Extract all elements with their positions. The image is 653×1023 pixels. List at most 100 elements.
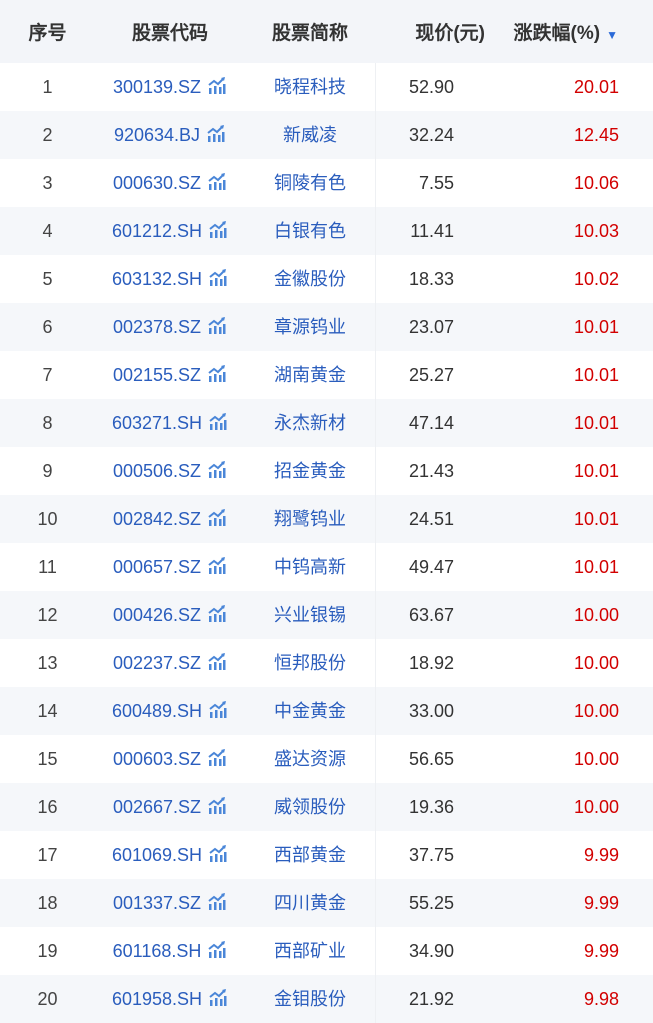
stock-code-link[interactable]: 000657.SZ [112,556,202,577]
table-row[interactable]: 13 002237.SZ 恒邦股份 18.92 10.00 [0,639,653,687]
table-row[interactable]: 8 603271.SH 永杰新材 47.14 10.01 [0,399,653,447]
stock-code-link[interactable]: 603132.SH [111,268,203,289]
chart-trend-icon[interactable] [208,220,228,243]
chart-trend-icon[interactable] [208,700,228,723]
table-row[interactable]: 19 601168.SH 西部矿业 34.90 9.99 [0,927,653,975]
table-row[interactable]: 14 600489.SH 中金黄金 33.00 10.00 [0,687,653,735]
header-price[interactable]: 现价(元) [415,23,485,44]
table-row[interactable]: 11 000657.SZ 中钨高新 49.47 10.01 [0,543,653,591]
stock-name-link[interactable]: 西部黄金 [245,831,376,879]
stock-name-link[interactable]: 湖南黄金 [245,351,376,399]
stock-name-link[interactable]: 铜陵有色 [245,159,376,207]
code-cell: 000426.SZ [95,604,245,627]
change-percent: 9.98 [583,988,619,1009]
stock-name-link[interactable]: 永杰新材 [245,399,376,447]
stock-code-link[interactable]: 000603.SZ [112,748,202,769]
chart-trend-icon[interactable] [207,796,227,819]
stock-code-link[interactable]: 002155.SZ [112,364,202,385]
stock-code-link[interactable]: 000630.SZ [112,172,202,193]
table-row[interactable]: 6 002378.SZ 章源钨业 23.07 10.01 [0,303,653,351]
stock-code-link[interactable]: 920634.BJ [113,124,201,145]
stock-name-link[interactable]: 四川黄金 [245,879,376,927]
stock-code-link[interactable]: 002237.SZ [112,652,202,673]
code-cell: 300139.SZ [95,76,245,99]
header-name: 股票简称 [271,23,348,44]
price: 47.14 [408,412,454,433]
sort-desc-icon[interactable]: ▼ [606,28,618,42]
stock-name-link[interactable]: 中钨高新 [245,543,376,591]
chart-trend-icon[interactable] [208,988,228,1011]
stock-name-link[interactable]: 晓程科技 [245,63,376,111]
stock-code-link[interactable]: 002667.SZ [112,796,202,817]
change-percent: 10.00 [573,796,619,817]
chart-trend-icon[interactable] [207,556,227,579]
stock-name-link[interactable]: 章源钨业 [245,303,376,351]
stock-code-link[interactable]: 603271.SH [111,412,203,433]
stock-name-link[interactable]: 翔鹭钨业 [245,495,376,543]
chart-trend-icon[interactable] [207,748,227,771]
code-cell: 002378.SZ [95,316,245,339]
change-percent: 10.00 [573,604,619,625]
chart-trend-icon[interactable] [207,172,227,195]
chart-trend-icon[interactable] [208,412,228,435]
table-row[interactable]: 9 000506.SZ 招金黄金 21.43 10.01 [0,447,653,495]
code-cell: 601168.SH [95,940,245,963]
chart-trend-icon[interactable] [207,940,227,963]
chart-trend-icon[interactable] [207,460,227,483]
stock-name-link[interactable]: 西部矿业 [245,927,376,975]
code-cell: 001337.SZ [95,892,245,915]
stock-name-link[interactable]: 白银有色 [245,207,376,255]
table-row[interactable]: 2 920634.BJ 新威凌 32.24 12.45 [0,111,653,159]
stock-code-link[interactable]: 000506.SZ [112,460,202,481]
table-row[interactable]: 7 002155.SZ 湖南黄金 25.27 10.01 [0,351,653,399]
chart-trend-icon[interactable] [207,604,227,627]
price: 37.75 [408,844,454,865]
chart-trend-icon[interactable] [208,844,228,867]
stock-name-link[interactable]: 中金黄金 [245,687,376,735]
change-percent: 10.01 [573,364,619,385]
stock-name-link[interactable]: 新威凌 [245,111,376,159]
stock-code-link[interactable]: 601069.SH [111,844,203,865]
table-row[interactable]: 12 000426.SZ 兴业银锡 63.67 10.00 [0,591,653,639]
table-row[interactable]: 4 601212.SH 白银有色 11.41 10.03 [0,207,653,255]
stock-name-link[interactable]: 威领股份 [245,783,376,831]
stock-name-link[interactable]: 金徽股份 [245,255,376,303]
table-row[interactable]: 1 300139.SZ 晓程科技 52.90 20.01 [0,63,653,111]
stock-code-link[interactable]: 000426.SZ [112,604,202,625]
stock-code-link[interactable]: 002842.SZ [112,508,202,529]
stock-code-link[interactable]: 600489.SH [111,700,203,721]
chart-trend-icon[interactable] [207,652,227,675]
chart-trend-icon[interactable] [207,892,227,915]
chart-trend-icon[interactable] [207,508,227,531]
code-cell: 600489.SH [95,700,245,723]
row-index: 16 [37,796,58,817]
code-cell: 002842.SZ [95,508,245,531]
row-index: 13 [37,652,58,673]
table-row[interactable]: 10 002842.SZ 翔鹭钨业 24.51 10.01 [0,495,653,543]
chart-trend-icon[interactable] [206,124,226,147]
stock-name-link[interactable]: 盛达资源 [245,735,376,783]
stock-code-link[interactable]: 002378.SZ [112,316,202,337]
chart-trend-icon[interactable] [207,316,227,339]
table-row[interactable]: 16 002667.SZ 威领股份 19.36 10.00 [0,783,653,831]
chart-trend-icon[interactable] [207,76,227,99]
table-row[interactable]: 5 603132.SH 金徽股份 18.33 10.02 [0,255,653,303]
price: 11.41 [410,220,454,241]
table-row[interactable]: 20 601958.SH 金钼股份 21.92 9.98 [0,975,653,1023]
stock-code-link[interactable]: 300139.SZ [112,76,202,97]
stock-name-link[interactable]: 兴业银锡 [245,591,376,639]
stock-code-link[interactable]: 001337.SZ [112,892,202,913]
header-change[interactable]: 涨跌幅(%) ▼ [485,18,618,45]
stock-name-link[interactable]: 招金黄金 [245,447,376,495]
stock-code-link[interactable]: 601958.SH [111,988,203,1009]
table-row[interactable]: 18 001337.SZ 四川黄金 55.25 9.99 [0,879,653,927]
stock-code-link[interactable]: 601168.SH [112,940,202,961]
table-row[interactable]: 3 000630.SZ 铜陵有色 7.55 10.06 [0,159,653,207]
stock-name-link[interactable]: 金钼股份 [245,975,376,1023]
chart-trend-icon[interactable] [207,364,227,387]
table-row[interactable]: 15 000603.SZ 盛达资源 56.65 10.00 [0,735,653,783]
stock-name-link[interactable]: 恒邦股份 [245,639,376,687]
table-row[interactable]: 17 601069.SH 西部黄金 37.75 9.99 [0,831,653,879]
stock-code-link[interactable]: 601212.SH [111,220,203,241]
chart-trend-icon[interactable] [208,268,228,291]
